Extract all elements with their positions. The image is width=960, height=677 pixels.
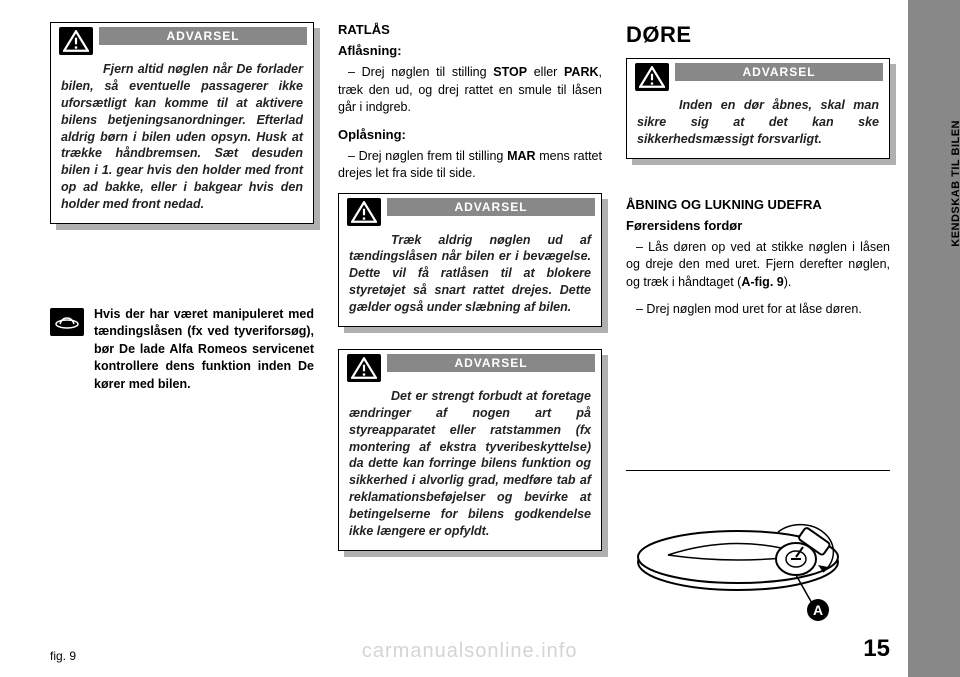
warning-triangle-icon bbox=[59, 27, 93, 55]
warning-box-2: ADVARSEL Træk aldrig nøglen ud af tændin… bbox=[338, 193, 602, 327]
warning-title: ADVARSEL bbox=[675, 63, 883, 81]
warning-title: ADVARSEL bbox=[99, 27, 307, 45]
heading-abning: ÅBNING OG LUKNING UDEFRA bbox=[626, 197, 890, 212]
subheading-aflasning: Aflåsning: bbox=[338, 43, 602, 58]
warning-box-3: ADVARSEL Det er strengt forbudt at foret… bbox=[338, 349, 602, 551]
heading-dore: DØRE bbox=[626, 22, 890, 48]
warning-title: ADVARSEL bbox=[387, 198, 595, 216]
warning-body: Træk aldrig nøglen ud af tændingslåsen n… bbox=[349, 224, 591, 316]
figure-label: fig. 9 bbox=[50, 649, 76, 663]
warning-body-text: Fjern altid nøglen når De forlader bilen… bbox=[61, 62, 303, 211]
warning-box-4: ADVARSEL Inden en dør åbnes, skal man si… bbox=[626, 58, 890, 159]
info-body: Hvis der har været manipuleret med tændi… bbox=[94, 306, 314, 394]
subheading-forersidens: Førersidens fordør bbox=[626, 218, 890, 233]
warning-box-1: ADVARSEL Fjern altid nøglen når De forla… bbox=[50, 22, 314, 224]
side-tab: KENDSKAB TIL BILEN bbox=[908, 0, 960, 677]
page-number: 15 bbox=[863, 635, 890, 663]
watermark: carmanualsonline.info bbox=[362, 640, 578, 663]
warning-body-text: Inden en dør åbnes, skal man sikre sig a… bbox=[637, 98, 879, 146]
warning-body: Det er strengt forbudt at foretage ændri… bbox=[349, 380, 591, 540]
para-aflasning: – Drej nøglen til stilling STOP eller PA… bbox=[338, 64, 602, 117]
side-tab-label: KENDSKAB TIL BILEN bbox=[950, 120, 960, 247]
figure-9: A bbox=[626, 470, 890, 632]
footer: fig. 9 carmanualsonline.info 15 bbox=[50, 635, 890, 663]
callout-a: A bbox=[813, 602, 823, 618]
warning-triangle-icon bbox=[347, 354, 381, 382]
para-oplasning: – Drej nøglen frem til stilling MAR mens… bbox=[338, 148, 602, 183]
warning-body: Fjern altid nøglen når De forlader bilen… bbox=[61, 53, 303, 213]
warning-triangle-icon bbox=[635, 63, 669, 91]
warning-title: ADVARSEL bbox=[387, 354, 595, 372]
info-block: Hvis der har været manipuleret med tændi… bbox=[50, 306, 314, 394]
warning-body-text: Det er strengt forbudt at foretage ændri… bbox=[349, 389, 591, 538]
door-handle-illustration: A bbox=[626, 477, 890, 627]
para-dore-1: – Lås døren op ved at stikke nøglen i lå… bbox=[626, 239, 890, 292]
column-3: DØRE ADVARSEL Inden en dør åbnes, skal m… bbox=[626, 22, 890, 632]
car-service-icon bbox=[50, 308, 84, 336]
page: ADVARSEL Fjern altid nøglen når De forla… bbox=[0, 0, 908, 677]
column-1: ADVARSEL Fjern altid nøglen når De forla… bbox=[50, 22, 314, 632]
column-2: RATLÅS Aflåsning: – Drej nøglen til stil… bbox=[338, 22, 602, 632]
warning-body-text: Træk aldrig nøglen ud af tændingslåsen n… bbox=[349, 233, 591, 315]
para-dore-2: – Drej nøglen mod uret for at låse døren… bbox=[626, 301, 890, 319]
heading-ratlas: RATLÅS bbox=[338, 22, 602, 37]
subheading-oplasning: Oplåsning: bbox=[338, 127, 602, 142]
warning-body: Inden en dør åbnes, skal man sikre sig a… bbox=[637, 89, 879, 148]
warning-triangle-icon bbox=[347, 198, 381, 226]
